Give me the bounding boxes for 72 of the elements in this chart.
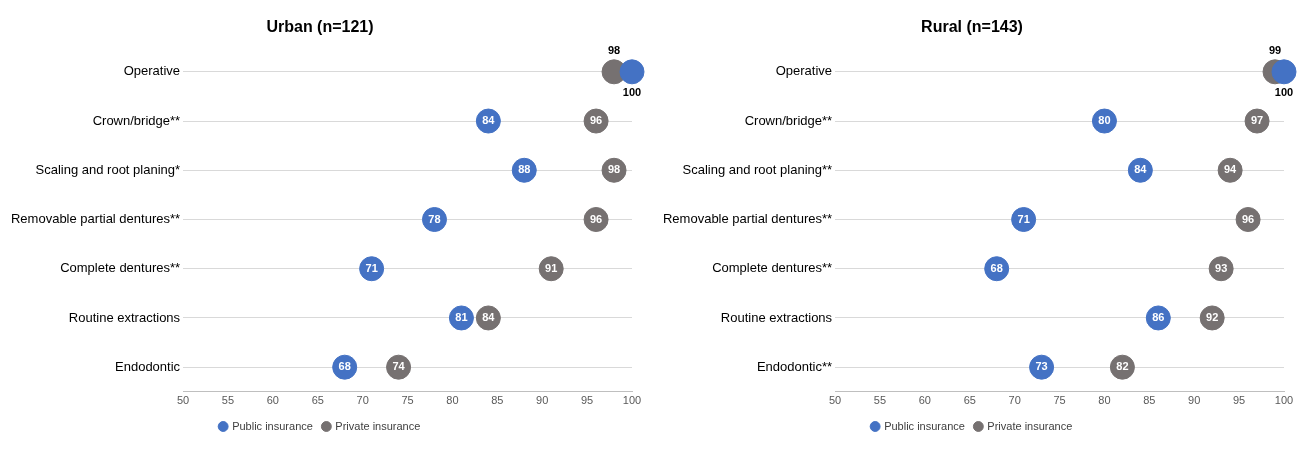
y-tick-label: Scaling and root planing* bbox=[35, 161, 181, 177]
data-label: 96 bbox=[589, 212, 603, 225]
x-tick-label: 85 bbox=[491, 394, 504, 407]
x-tick-label: 50 bbox=[828, 394, 842, 407]
point bbox=[1271, 59, 1297, 85]
x-tick-label: 55 bbox=[221, 394, 235, 407]
data-label: 84 bbox=[1134, 163, 1148, 176]
data-label: 74 bbox=[392, 360, 406, 373]
data-label: 100 bbox=[1274, 85, 1294, 98]
y-tick-label: Operative bbox=[123, 63, 181, 79]
chart-title: Urban (n=121) bbox=[266, 18, 374, 36]
data-label: 96 bbox=[589, 114, 603, 127]
x-tick-label: 50 bbox=[176, 394, 190, 407]
data-label: 98 bbox=[607, 43, 621, 56]
data-label: 96 bbox=[1241, 212, 1255, 225]
x-tick-label: 55 bbox=[873, 394, 887, 407]
x-tick-label: 65 bbox=[963, 394, 976, 407]
y-tick-label: Routine extractions bbox=[68, 309, 181, 325]
data-label: 68 bbox=[338, 360, 351, 373]
y-tick-label: Endodontic** bbox=[756, 358, 833, 374]
data-label: 91 bbox=[545, 261, 558, 274]
y-tick-label: Crown/bridge** bbox=[92, 112, 181, 128]
x-tick-label: 60 bbox=[266, 394, 279, 407]
data-label: 98 bbox=[607, 163, 621, 176]
x-tick-label: 90 bbox=[536, 394, 549, 407]
legend-label: Public insurance bbox=[884, 419, 965, 432]
legend-label: Private insurance bbox=[987, 419, 1073, 432]
y-tick-label: Routine extractions bbox=[720, 309, 833, 325]
x-tick-label: 80 bbox=[1098, 394, 1111, 407]
y-tick-label: Scaling and root planing** bbox=[682, 161, 833, 177]
data-label: 78 bbox=[428, 212, 441, 225]
x-tick-label: 85 bbox=[1143, 394, 1156, 407]
data-label: 99 bbox=[1268, 43, 1282, 56]
y-tick-label: Operative bbox=[775, 63, 833, 79]
x-tick-label: 100 bbox=[1274, 394, 1294, 407]
x-tick-label: 75 bbox=[401, 394, 414, 407]
y-tick-label: Crown/bridge** bbox=[744, 112, 833, 128]
legend-label: Public insurance bbox=[232, 419, 313, 432]
data-label: 97 bbox=[1250, 114, 1264, 127]
data-label: 88 bbox=[518, 163, 531, 176]
data-label: 84 bbox=[482, 310, 496, 323]
data-label: 71 bbox=[1017, 212, 1030, 225]
chart-title: Rural (n=143) bbox=[921, 18, 1023, 36]
x-tick-label: 80 bbox=[446, 394, 459, 407]
data-label: 94 bbox=[1224, 163, 1238, 176]
data-label: 84 bbox=[482, 114, 496, 127]
x-tick-label: 95 bbox=[1232, 394, 1246, 407]
point bbox=[619, 59, 645, 85]
x-tick-label: 60 bbox=[918, 394, 931, 407]
data-label: 71 bbox=[365, 261, 378, 274]
y-tick-label: Removable partial dentures** bbox=[10, 211, 181, 227]
data-label: 86 bbox=[1152, 310, 1165, 323]
legend-label: Private insurance bbox=[335, 419, 421, 432]
data-label: 93 bbox=[1215, 261, 1228, 274]
x-tick-label: 65 bbox=[311, 394, 324, 407]
data-label: 80 bbox=[1098, 114, 1111, 127]
y-tick-label: Complete dentures** bbox=[712, 260, 833, 276]
data-label: 81 bbox=[455, 310, 468, 323]
x-tick-label: 75 bbox=[1053, 394, 1066, 407]
x-tick-label: 90 bbox=[1188, 394, 1201, 407]
x-tick-label: 100 bbox=[622, 394, 642, 407]
x-tick-label: 70 bbox=[356, 394, 369, 407]
x-tick-label: 70 bbox=[1008, 394, 1021, 407]
data-label: 68 bbox=[990, 261, 1003, 274]
data-label: 73 bbox=[1035, 360, 1048, 373]
y-tick-label: Endodontic bbox=[115, 358, 181, 374]
data-label: 92 bbox=[1206, 310, 1219, 323]
y-tick-label: Complete dentures** bbox=[60, 260, 181, 276]
data-label: 82 bbox=[1116, 360, 1129, 373]
x-tick-label: 95 bbox=[580, 394, 594, 407]
data-label: 100 bbox=[622, 85, 642, 98]
y-tick-label: Removable partial dentures** bbox=[662, 211, 833, 227]
